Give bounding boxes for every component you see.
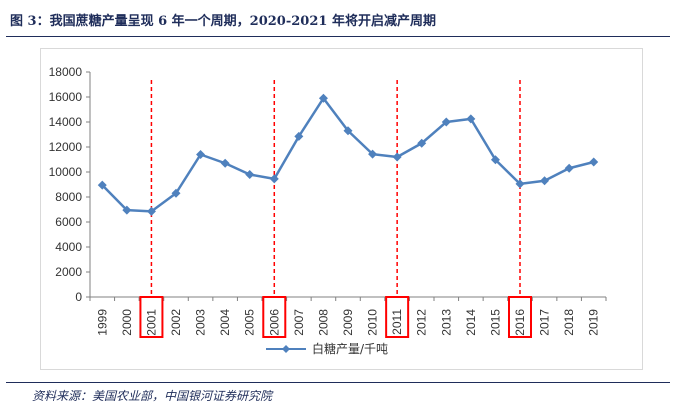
data-point-marker [589, 157, 599, 167]
data-point-marker [540, 176, 550, 186]
x-tick-label: 1999 [95, 309, 109, 336]
x-tick-label: 2008 [316, 309, 330, 336]
x-tick-label: 2006 [267, 309, 281, 336]
y-tick-label: 16000 [49, 90, 83, 104]
source-note: 资料来源：美国农业部，中国银河证券研究院 [32, 389, 273, 403]
data-point-marker [220, 158, 230, 168]
highlight-year-box [262, 296, 287, 338]
data-point-marker [417, 138, 427, 148]
data-point-marker [245, 170, 255, 179]
data-point-marker [318, 93, 328, 103]
figure-title: 图 3：我国蔗糖产量呈现 6 年一个周期，2020-2021 年将开启减产周期 [10, 14, 436, 29]
legend-line-marker-icon [266, 344, 306, 353]
source-rule [6, 382, 670, 383]
data-point-marker [515, 179, 525, 189]
x-tick-label: 2016 [513, 309, 527, 336]
y-tick-label: 14000 [49, 115, 83, 129]
x-tick-label: 2015 [488, 309, 502, 336]
data-point-marker [196, 150, 206, 159]
x-tick-label: 2010 [366, 309, 380, 336]
data-point-marker [441, 117, 451, 127]
x-tick-label: 2009 [341, 309, 355, 336]
highlight-year-box [508, 296, 532, 338]
x-tick-label: 2014 [464, 309, 478, 336]
data-point-marker [97, 180, 107, 190]
data-point-marker [368, 149, 378, 159]
y-tick-label: 6000 [55, 215, 82, 229]
legend: 白糖产量/千吨 [264, 340, 388, 357]
data-point-marker [146, 206, 156, 216]
y-tick-label: 0 [75, 290, 82, 304]
x-tick-label: 2004 [218, 309, 232, 336]
highlight-year-box [139, 296, 164, 338]
y-tick-label: 2000 [55, 265, 82, 279]
data-point-marker [490, 155, 500, 165]
x-tick-label: 2011 [390, 309, 404, 335]
y-tick-label: 8000 [55, 190, 82, 204]
x-tick-label: 2000 [120, 309, 134, 336]
x-tick-label: 2002 [169, 309, 183, 336]
chart-frame [40, 48, 643, 370]
x-tick-label: 2005 [243, 309, 257, 336]
x-tick-label: 2017 [538, 309, 552, 336]
data-point-marker [171, 188, 181, 198]
y-tick-label: 18000 [49, 65, 83, 79]
data-point-marker [564, 163, 574, 173]
data-point-marker [269, 174, 279, 184]
highlight-year-box [385, 296, 410, 338]
data-point-marker [294, 131, 304, 141]
data-point-marker [122, 205, 132, 215]
data-point-marker [466, 114, 476, 124]
x-tick-label: 2013 [439, 309, 453, 336]
data-point-marker [392, 152, 402, 162]
x-tick-label: 2007 [292, 309, 306, 336]
x-tick-label: 2019 [587, 309, 601, 336]
y-tick-label: 10000 [49, 165, 83, 179]
x-tick-label: 2012 [415, 309, 429, 336]
legend-label: 白糖产量/千吨 [312, 342, 389, 356]
title-rule [6, 36, 670, 37]
x-tick-label: 2001 [144, 309, 158, 336]
x-tick-label: 2018 [562, 309, 576, 336]
y-tick-label: 4000 [55, 240, 82, 254]
data-point-marker [343, 126, 353, 136]
y-tick-label: 12000 [49, 140, 83, 154]
x-tick-label: 2003 [194, 309, 208, 336]
